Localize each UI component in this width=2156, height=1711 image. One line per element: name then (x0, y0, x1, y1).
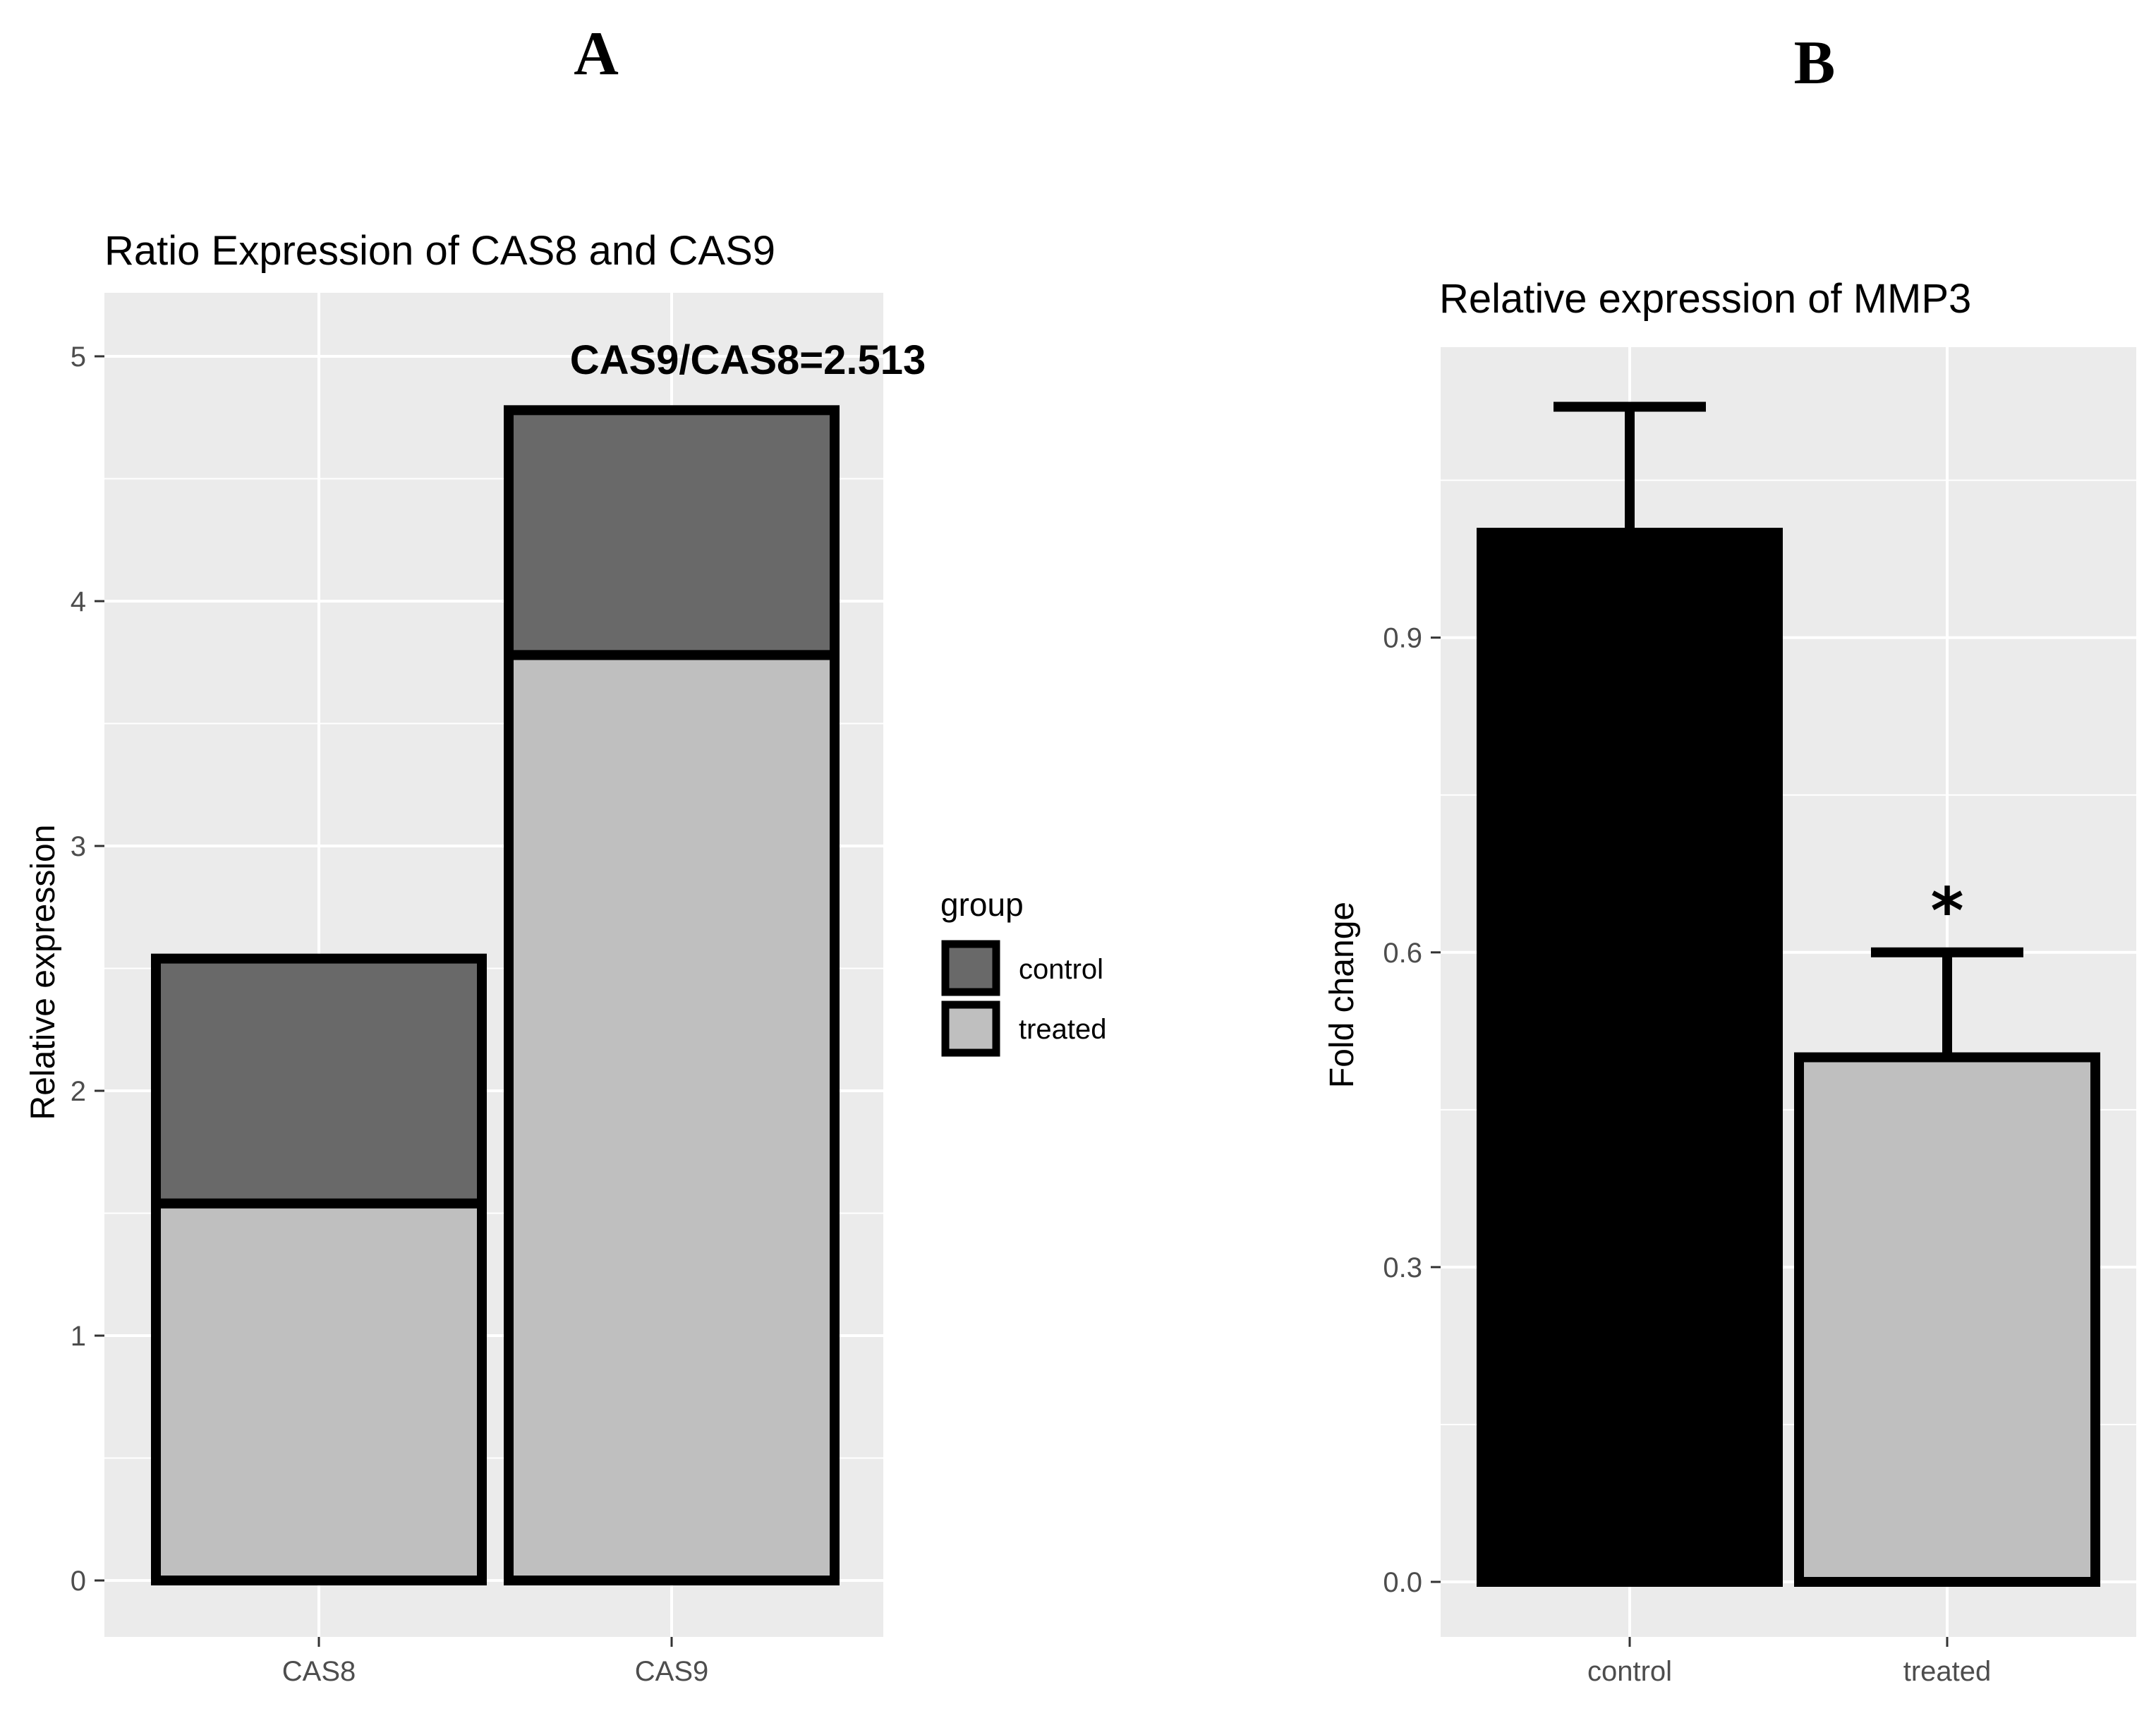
chart-a-x-ticks: CAS8 CAS9 (282, 1637, 709, 1687)
chart-b-x-tick-label: treated (1903, 1656, 1992, 1687)
chart-a-ratio-annotation: CAS9/CAS8=2.513 (570, 337, 926, 383)
chart-a-x-tick-label: CAS9 (635, 1656, 709, 1687)
chart-a-y-ticks: 0 1 2 3 4 5 (71, 341, 104, 1597)
chart-b-title: Relative expression of MMP3 (1439, 276, 1971, 322)
chart-b-y-tick-label: 0.6 (1383, 938, 1422, 969)
chart-a-x-tick-label: CAS8 (282, 1656, 356, 1687)
bar-control (1477, 528, 1783, 1587)
chart-b-y-ticks: 0.0 0.3 0.6 0.9 (1383, 623, 1441, 1598)
panel-label-b: B (1794, 29, 1836, 97)
chart-b-x-tick-label: control (1587, 1656, 1672, 1687)
chart-b-y-tick-label: 0.3 (1383, 1252, 1422, 1283)
chart-a-y-tick-label: 1 (71, 1321, 86, 1352)
chart-a-y-tick-label: 2 (71, 1076, 86, 1107)
chart-b-y-axis-title: Fold change (1324, 902, 1361, 1088)
legend-key-control (941, 940, 1000, 996)
legend-key-treated (941, 1000, 1000, 1057)
chart-a-bars (151, 405, 840, 1586)
chart-b-y-tick-label: 0.0 (1383, 1567, 1422, 1598)
chart-a: Ratio Expression of CAS8 and CAS9 0 1 2 3 4 5… (25, 228, 1107, 1687)
bar-cas9-treated (504, 650, 840, 1586)
chart-a-legend: group control treated (940, 886, 1107, 1057)
chart-a-y-tick-label: 3 (71, 831, 86, 862)
bar-treated (1794, 1052, 2100, 1587)
chart-b-y-tick-label: 0.9 (1383, 623, 1422, 654)
chart-b-x-ticks: control treated (1587, 1637, 1991, 1687)
bar-cas9-control (504, 405, 840, 660)
panel-label-a: A (574, 20, 619, 88)
legend-label-treated: treated (1019, 1014, 1107, 1045)
bar-cas8-treated (151, 1198, 487, 1585)
bar-cas8-control (151, 953, 487, 1209)
chart-a-y-axis-title: Relative expression (25, 825, 62, 1120)
chart-a-y-tick-label: 5 (71, 341, 86, 373)
significance-star: * (1930, 874, 1963, 948)
chart-a-title: Ratio Expression of CAS8 and CAS9 (104, 228, 775, 274)
legend-label-control: control (1019, 954, 1103, 985)
chart-a-y-tick-label: 4 (71, 586, 86, 617)
chart-b: Relative expression of MMP3 * 0.00.30.60… (1324, 276, 2136, 1687)
chart-b-bars: * (1477, 401, 2100, 1587)
chart-a-y-tick-label: 0 (71, 1566, 86, 1597)
legend-title: group (940, 886, 1024, 923)
